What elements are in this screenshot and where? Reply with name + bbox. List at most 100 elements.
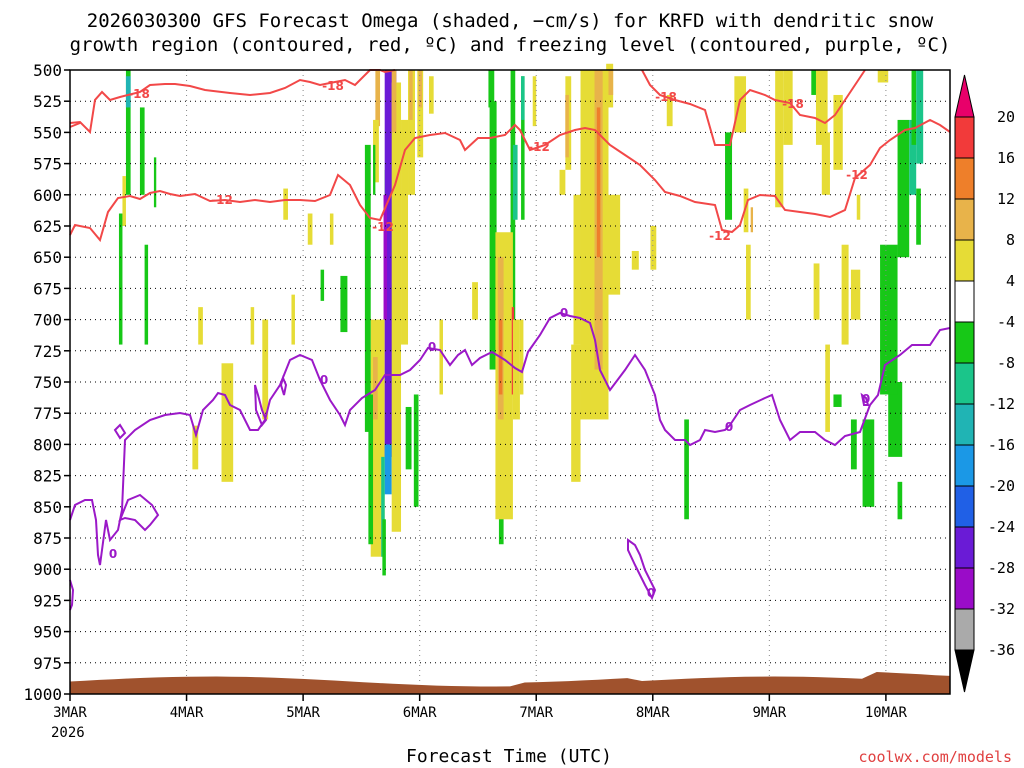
omega-cell-59 xyxy=(565,94,569,158)
colorbar-label: -28 xyxy=(988,559,1015,577)
omega-cell-90 xyxy=(825,344,830,432)
omega-cell-89 xyxy=(813,263,820,320)
omega-cell-72 xyxy=(684,419,689,520)
colorbar-label: 16 xyxy=(997,149,1015,167)
omega-cell-17 xyxy=(307,213,313,245)
omega-cell-31 xyxy=(391,70,397,133)
x-tick-label: 10MAR xyxy=(865,705,908,721)
omega-cell-57 xyxy=(532,76,537,127)
omega-cell-97 xyxy=(909,119,917,195)
contour-labels: -18 -18 -12 -12 -18 -18 -12 -12 -12 0 0 … xyxy=(109,79,870,600)
omega-cell-0 xyxy=(125,70,131,195)
omega-cell-100 xyxy=(916,188,921,245)
grid-layer xyxy=(70,70,950,694)
x-axis-title: Forecast Time (UTC) xyxy=(406,746,612,767)
omega-cell-1 xyxy=(125,76,131,108)
omega-cell-69 xyxy=(631,250,639,270)
omega-cell-41 xyxy=(439,319,443,395)
omega-cell-76 xyxy=(746,244,751,320)
colorbar-segment xyxy=(954,280,975,323)
omega-cell-9 xyxy=(221,363,234,482)
contour-label-freezing-1: 0 xyxy=(428,340,436,354)
omega-cell-93 xyxy=(888,382,903,457)
omega-cell-73 xyxy=(725,132,733,220)
contour-label-freezing-3: 0 xyxy=(320,373,328,387)
omega-cell-87 xyxy=(841,244,849,345)
omega-cell-36 xyxy=(417,70,424,158)
freezing-level-contours xyxy=(69,311,951,611)
colorbar-segment xyxy=(954,608,975,651)
omega-cell-20 xyxy=(373,119,379,183)
y-axis: 500 525 550 575 600 625 650 675 700 725 750 775 800 8… xyxy=(23,61,70,704)
dendritic-contour-minus18-east xyxy=(641,69,866,146)
omega-cell-80 xyxy=(811,70,819,95)
colorbar-segment xyxy=(954,485,975,528)
contour-label-freezing-6: 0 xyxy=(647,586,655,600)
colorbar-label: -20 xyxy=(988,477,1015,495)
contour-label-freezing-2: 0 xyxy=(560,306,568,320)
omega-cell-44 xyxy=(489,101,497,370)
terrain-surface xyxy=(70,672,950,694)
omega-cell-71 xyxy=(666,94,673,127)
omega-cell-96 xyxy=(897,119,910,258)
omega-cell-11 xyxy=(291,294,295,345)
omega-cell-5 xyxy=(153,157,157,208)
omega-cell-50 xyxy=(512,144,518,220)
contour-label-dendritic-3: -12 xyxy=(211,193,233,207)
contour-label-dendritic-6: -18 xyxy=(782,97,804,111)
y-tick-label: 775 xyxy=(33,404,62,423)
omega-cell-81 xyxy=(815,70,828,145)
colorbar-segment xyxy=(954,403,975,446)
y-tick-label: 550 xyxy=(33,123,62,142)
omega-cell-94 xyxy=(897,481,903,520)
colorbar-label: -36 xyxy=(988,641,1015,659)
freezing-level-contour-loop-5 xyxy=(69,579,75,611)
omega-cell-68 xyxy=(608,70,614,95)
omega-cell-42 xyxy=(472,282,478,320)
colorbar-top-arrow xyxy=(954,74,975,118)
omega-cell-16 xyxy=(283,188,288,220)
colorbar-segment xyxy=(954,198,975,241)
colorbar-label: -24 xyxy=(988,518,1015,536)
omega-cell-86 xyxy=(850,419,857,470)
omega-cell-83 xyxy=(833,94,843,170)
colorbar-segment xyxy=(954,362,975,405)
ground-layer xyxy=(70,672,950,694)
omega-cell-10 xyxy=(250,307,255,345)
omega-cell-95 xyxy=(880,244,898,395)
y-tick-label: 675 xyxy=(33,279,62,298)
omega-cell-70 xyxy=(650,226,657,270)
omega-cell-43 xyxy=(488,70,495,108)
omega-cell-15 xyxy=(320,269,325,301)
omega-cell-12 xyxy=(329,213,334,245)
omega-cell-37 xyxy=(418,70,422,108)
omega-cell-23 xyxy=(373,144,376,195)
contour-label-dendritic-7: -12 xyxy=(528,140,550,154)
x-tick-label: 6MAR xyxy=(403,705,437,721)
omega-cell-66 xyxy=(603,194,621,295)
y-tick-label: 1000 xyxy=(23,685,62,704)
omega-cell-8 xyxy=(192,425,199,470)
y-tick-label: 500 xyxy=(33,61,62,80)
omega-cell-91 xyxy=(833,394,842,407)
omega-cell-34 xyxy=(408,70,416,195)
x-axis-year: 2026 xyxy=(51,725,85,741)
chart-title-line-2: growth region (contoured, red, ºC) and f… xyxy=(70,34,951,56)
omega-cell-29 xyxy=(382,519,386,576)
omega-cell-22 xyxy=(368,394,374,545)
dendritic-contours xyxy=(69,69,951,243)
freezing-level-contour-loop-2 xyxy=(118,493,160,532)
colorbar-segment xyxy=(954,157,975,200)
contour-label-dendritic-4: -12 xyxy=(372,220,394,234)
omega-cell-84 xyxy=(856,194,861,220)
y-tick-label: 700 xyxy=(33,311,62,330)
omega-cell-3 xyxy=(118,213,123,345)
y-tick-label: 950 xyxy=(33,623,62,642)
omega-cell-78 xyxy=(775,70,784,208)
colorbar-label: -12 xyxy=(988,395,1015,413)
omega-cell-25 xyxy=(384,70,397,457)
dendritic-contour-minus12 xyxy=(69,118,951,243)
y-tick-label: 900 xyxy=(33,560,62,579)
omega-shading-layer xyxy=(118,63,924,576)
omega-cell-7 xyxy=(198,307,203,345)
